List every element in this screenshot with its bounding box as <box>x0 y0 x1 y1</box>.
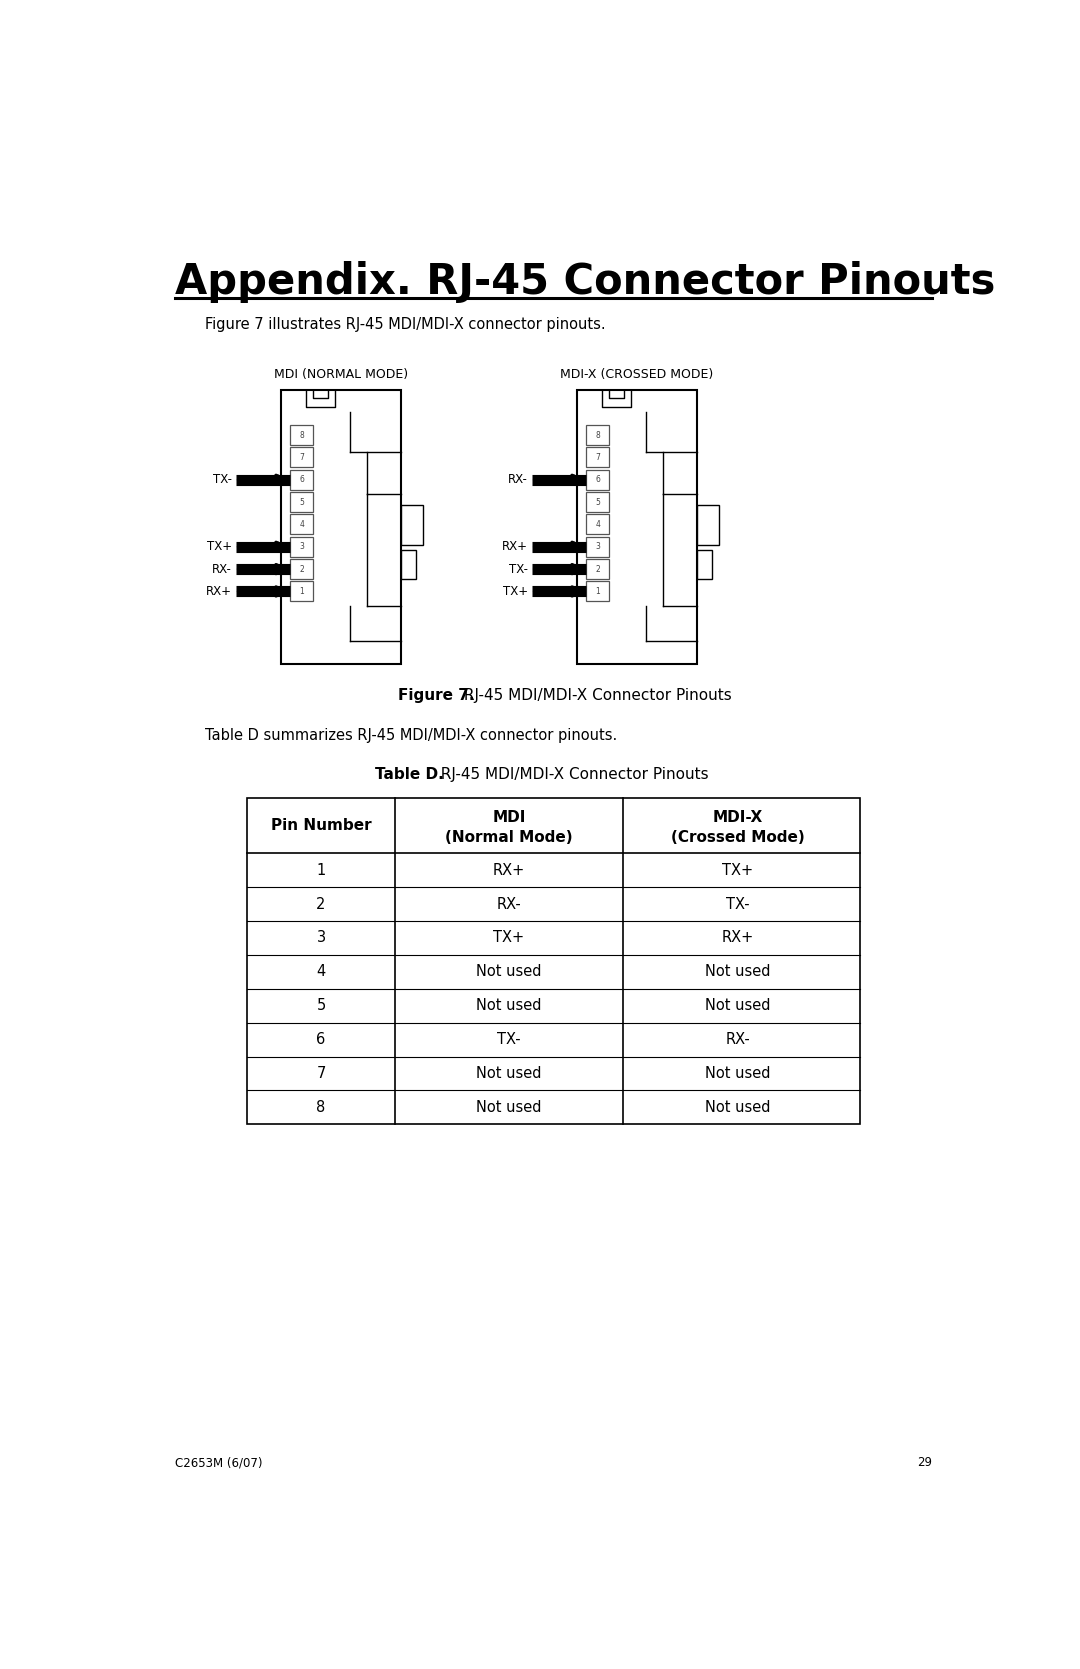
Text: Not used: Not used <box>476 1100 542 1115</box>
Text: Not used: Not used <box>476 998 542 1013</box>
Text: MDI-X (CROSSED MODE): MDI-X (CROSSED MODE) <box>561 369 714 381</box>
Text: TX+: TX+ <box>723 863 753 878</box>
Text: 1: 1 <box>316 863 326 878</box>
Text: Table D summarizes RJ-45 MDI/MDI-X connector pinouts.: Table D summarizes RJ-45 MDI/MDI-X conne… <box>205 728 617 743</box>
Text: 1: 1 <box>595 587 600 596</box>
Bar <box>291 426 313 446</box>
Text: Not used: Not used <box>476 965 542 980</box>
Bar <box>291 537 313 557</box>
Bar <box>697 506 718 546</box>
Text: TX-: TX- <box>213 474 232 486</box>
Text: TX+: TX+ <box>503 584 528 598</box>
Text: MDI (NORMAL MODE): MDI (NORMAL MODE) <box>273 369 408 381</box>
Text: MDI: MDI <box>492 811 526 824</box>
Text: 8: 8 <box>316 1100 326 1115</box>
Text: Not used: Not used <box>705 1066 770 1082</box>
Text: RX+: RX+ <box>502 541 528 554</box>
Text: RX+: RX+ <box>721 930 754 945</box>
Text: Pin Number: Pin Number <box>271 818 372 833</box>
Text: Table D.: Table D. <box>375 768 444 783</box>
Text: 7: 7 <box>316 1066 326 1082</box>
Text: 5: 5 <box>316 998 326 1013</box>
Text: RJ-45 MDI/MDI-X Connector Pinouts: RJ-45 MDI/MDI-X Connector Pinouts <box>459 688 732 703</box>
Text: 6: 6 <box>316 1031 326 1046</box>
Text: TX+: TX+ <box>494 930 525 945</box>
Text: 7: 7 <box>299 452 305 462</box>
Bar <box>586 537 609 557</box>
Text: Not used: Not used <box>705 1100 770 1115</box>
Text: 6: 6 <box>299 476 305 484</box>
Text: 1: 1 <box>299 587 303 596</box>
Bar <box>291 469 313 489</box>
Text: (Normal Mode): (Normal Mode) <box>445 831 572 845</box>
Text: 3: 3 <box>316 930 325 945</box>
Text: 7: 7 <box>595 452 600 462</box>
Text: 4: 4 <box>316 965 326 980</box>
Text: Figure 7.: Figure 7. <box>399 688 475 703</box>
Text: RX-: RX- <box>212 562 232 576</box>
Text: 4: 4 <box>299 521 305 529</box>
Bar <box>586 581 609 601</box>
Text: Not used: Not used <box>705 998 770 1013</box>
Text: TX-: TX- <box>726 896 750 911</box>
Text: MDI-X: MDI-X <box>713 811 762 824</box>
Text: 3: 3 <box>595 542 600 551</box>
Text: TX-: TX- <box>497 1031 521 1046</box>
Text: Appendix. RJ-45 Connector Pinouts: Appendix. RJ-45 Connector Pinouts <box>175 260 996 304</box>
Text: Not used: Not used <box>705 965 770 980</box>
Text: 8: 8 <box>299 431 303 439</box>
Text: 5: 5 <box>595 497 600 507</box>
Bar <box>586 514 609 534</box>
Bar <box>697 549 713 579</box>
Bar <box>586 426 609 446</box>
Text: RX-: RX- <box>497 896 522 911</box>
Bar <box>577 391 697 664</box>
Text: 6: 6 <box>595 476 600 484</box>
Bar <box>291 514 313 534</box>
Text: 2: 2 <box>299 564 303 574</box>
Text: 3: 3 <box>299 542 305 551</box>
Text: 8: 8 <box>595 431 600 439</box>
Text: RX-: RX- <box>508 474 528 486</box>
Bar <box>281 391 401 664</box>
Text: RJ-45 MDI/MDI-X Connector Pinouts: RJ-45 MDI/MDI-X Connector Pinouts <box>431 768 708 783</box>
Bar <box>291 559 313 579</box>
Bar <box>586 492 609 512</box>
Bar <box>401 506 422 546</box>
Text: TX+: TX+ <box>206 541 232 554</box>
Text: Figure 7 illustrates RJ-45 MDI/MDI-X connector pinouts.: Figure 7 illustrates RJ-45 MDI/MDI-X con… <box>205 317 606 332</box>
Bar <box>586 559 609 579</box>
Text: 4: 4 <box>595 521 600 529</box>
Bar <box>586 447 609 467</box>
Text: 2: 2 <box>595 564 600 574</box>
Text: 5: 5 <box>299 497 305 507</box>
Text: RX-: RX- <box>725 1031 750 1046</box>
Text: TX-: TX- <box>509 562 528 576</box>
Text: Not used: Not used <box>476 1066 542 1082</box>
Bar <box>247 798 860 1125</box>
Text: C2653M (6/07): C2653M (6/07) <box>175 1455 262 1469</box>
Text: 29: 29 <box>917 1455 932 1469</box>
Text: RX+: RX+ <box>492 863 525 878</box>
Text: (Crossed Mode): (Crossed Mode) <box>671 831 805 845</box>
Bar <box>291 447 313 467</box>
Bar <box>586 469 609 489</box>
Bar <box>291 581 313 601</box>
Text: RX+: RX+ <box>206 584 232 598</box>
Bar <box>401 549 416 579</box>
Bar <box>291 492 313 512</box>
Text: 2: 2 <box>316 896 326 911</box>
